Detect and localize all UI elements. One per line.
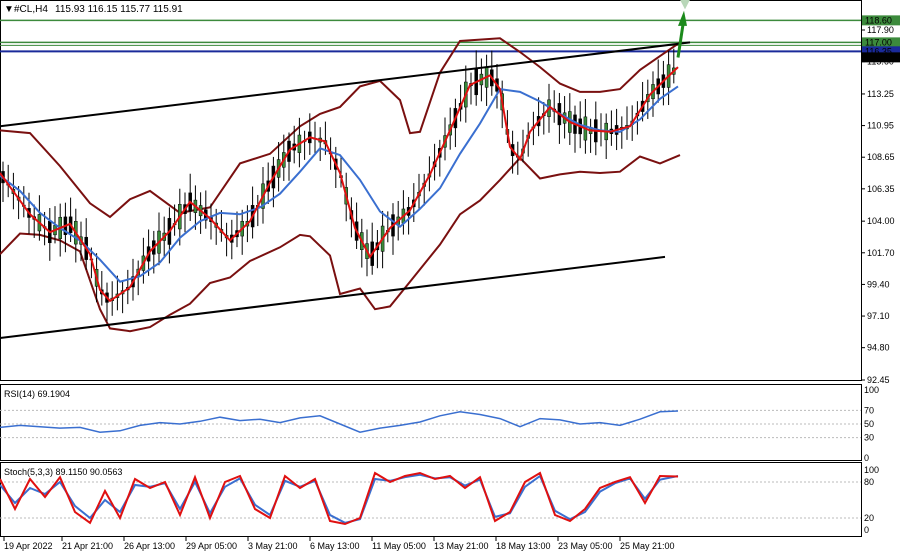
price-label-box [862, 15, 900, 26]
stoch-tick-label: 80 [864, 477, 874, 487]
time-tick-label: 29 Apr 05:00 [186, 541, 237, 551]
stoch-main [0, 471, 679, 526]
price-tick-label: 104.00 [867, 216, 895, 226]
stoch-title: Stoch(5,3,3) 89.1150 90.0563 [4, 467, 122, 477]
rsi-tick-label: 0 [864, 453, 869, 463]
rsi-tick-label: 50 [864, 419, 874, 429]
price-tick-label: 106.35 [867, 184, 895, 194]
symbol-label: #CL,H4 [14, 4, 48, 15]
price-label: 118.60 [865, 15, 892, 25]
main-pane[interactable] [0, 0, 862, 381]
stoch-tick-label: 0 [864, 525, 869, 535]
time-tick-label: 25 May 21:00 [620, 541, 675, 551]
price-tick-label: 99.40 [867, 279, 890, 289]
time-tick-label: 13 May 21:00 [434, 541, 489, 551]
price-tick-label: 110.95 [867, 121, 894, 131]
price-label: 117.00 [865, 37, 892, 47]
rsi-line [0, 410, 679, 433]
price-tick-label: 97.10 [867, 311, 890, 321]
upper-bollinger [0, 37, 681, 219]
dropdown-arrow-icon[interactable]: ▼ [4, 4, 14, 15]
rsi-pane[interactable] [0, 384, 862, 461]
slow-ma-blue [0, 85, 679, 283]
rsi-plot [0, 409, 861, 439]
time-tick-label: 11 May 05:00 [372, 541, 426, 551]
price-label-box [862, 37, 900, 48]
price-label: 116.35 [865, 46, 892, 56]
ohlc-values: 115.93 116.15 115.77 115.91 [55, 4, 183, 15]
channel-lower-line [0, 255, 666, 340]
price-label-box [862, 52, 900, 63]
forecast-arrow-head-icon [678, 10, 687, 26]
time-tick-label: 18 May 13:00 [496, 541, 551, 551]
time-axis: 19 Apr 2022 21 Apr 21:00 26 Apr 13:00 29 Ap… [3, 537, 675, 551]
stoch-plot [0, 471, 861, 526]
stoch-pane[interactable] [0, 462, 862, 537]
time-tick-label: 6 May 13:00 [310, 541, 360, 551]
rsi-title: RSI(14) 69.1904 [4, 389, 70, 399]
price-tick-label: 113.25 [867, 89, 894, 99]
price-tick-label: 101.70 [867, 248, 895, 258]
price-tick-label: 92.45 [867, 375, 890, 385]
price-axis: 117.90115.60113.25110.95108.65106.35104.… [861, 15, 900, 535]
main-plot [0, 0, 861, 340]
time-tick-label: 23 May 05:00 [558, 541, 613, 551]
forecast-arrow-shaft [676, 24, 685, 58]
time-tick-label: 19 Apr 2022 [4, 541, 53, 551]
price-label-box [862, 46, 900, 57]
channel-upper-line [0, 41, 691, 128]
stoch-tick-label: 100 [864, 465, 879, 475]
fast-ma-red [0, 66, 679, 303]
rsi-tick-label: 30 [864, 433, 874, 443]
stoch-tick-label: 20 [864, 513, 874, 523]
price-tick-label: 94.80 [867, 343, 890, 353]
price-label: 115.91 [865, 52, 892, 62]
price-tick-label: 117.90 [867, 25, 894, 35]
shift-marker-icon [680, 0, 690, 10]
price-tick-label: 108.65 [867, 152, 895, 162]
time-tick-label: 21 Apr 21:00 [62, 541, 113, 551]
time-tick-label: 3 May 21:00 [248, 541, 298, 551]
rsi-tick-label: 100 [864, 385, 879, 395]
time-tick-label: 26 Apr 13:00 [124, 541, 175, 551]
rsi-tick-label: 70 [864, 405, 874, 415]
